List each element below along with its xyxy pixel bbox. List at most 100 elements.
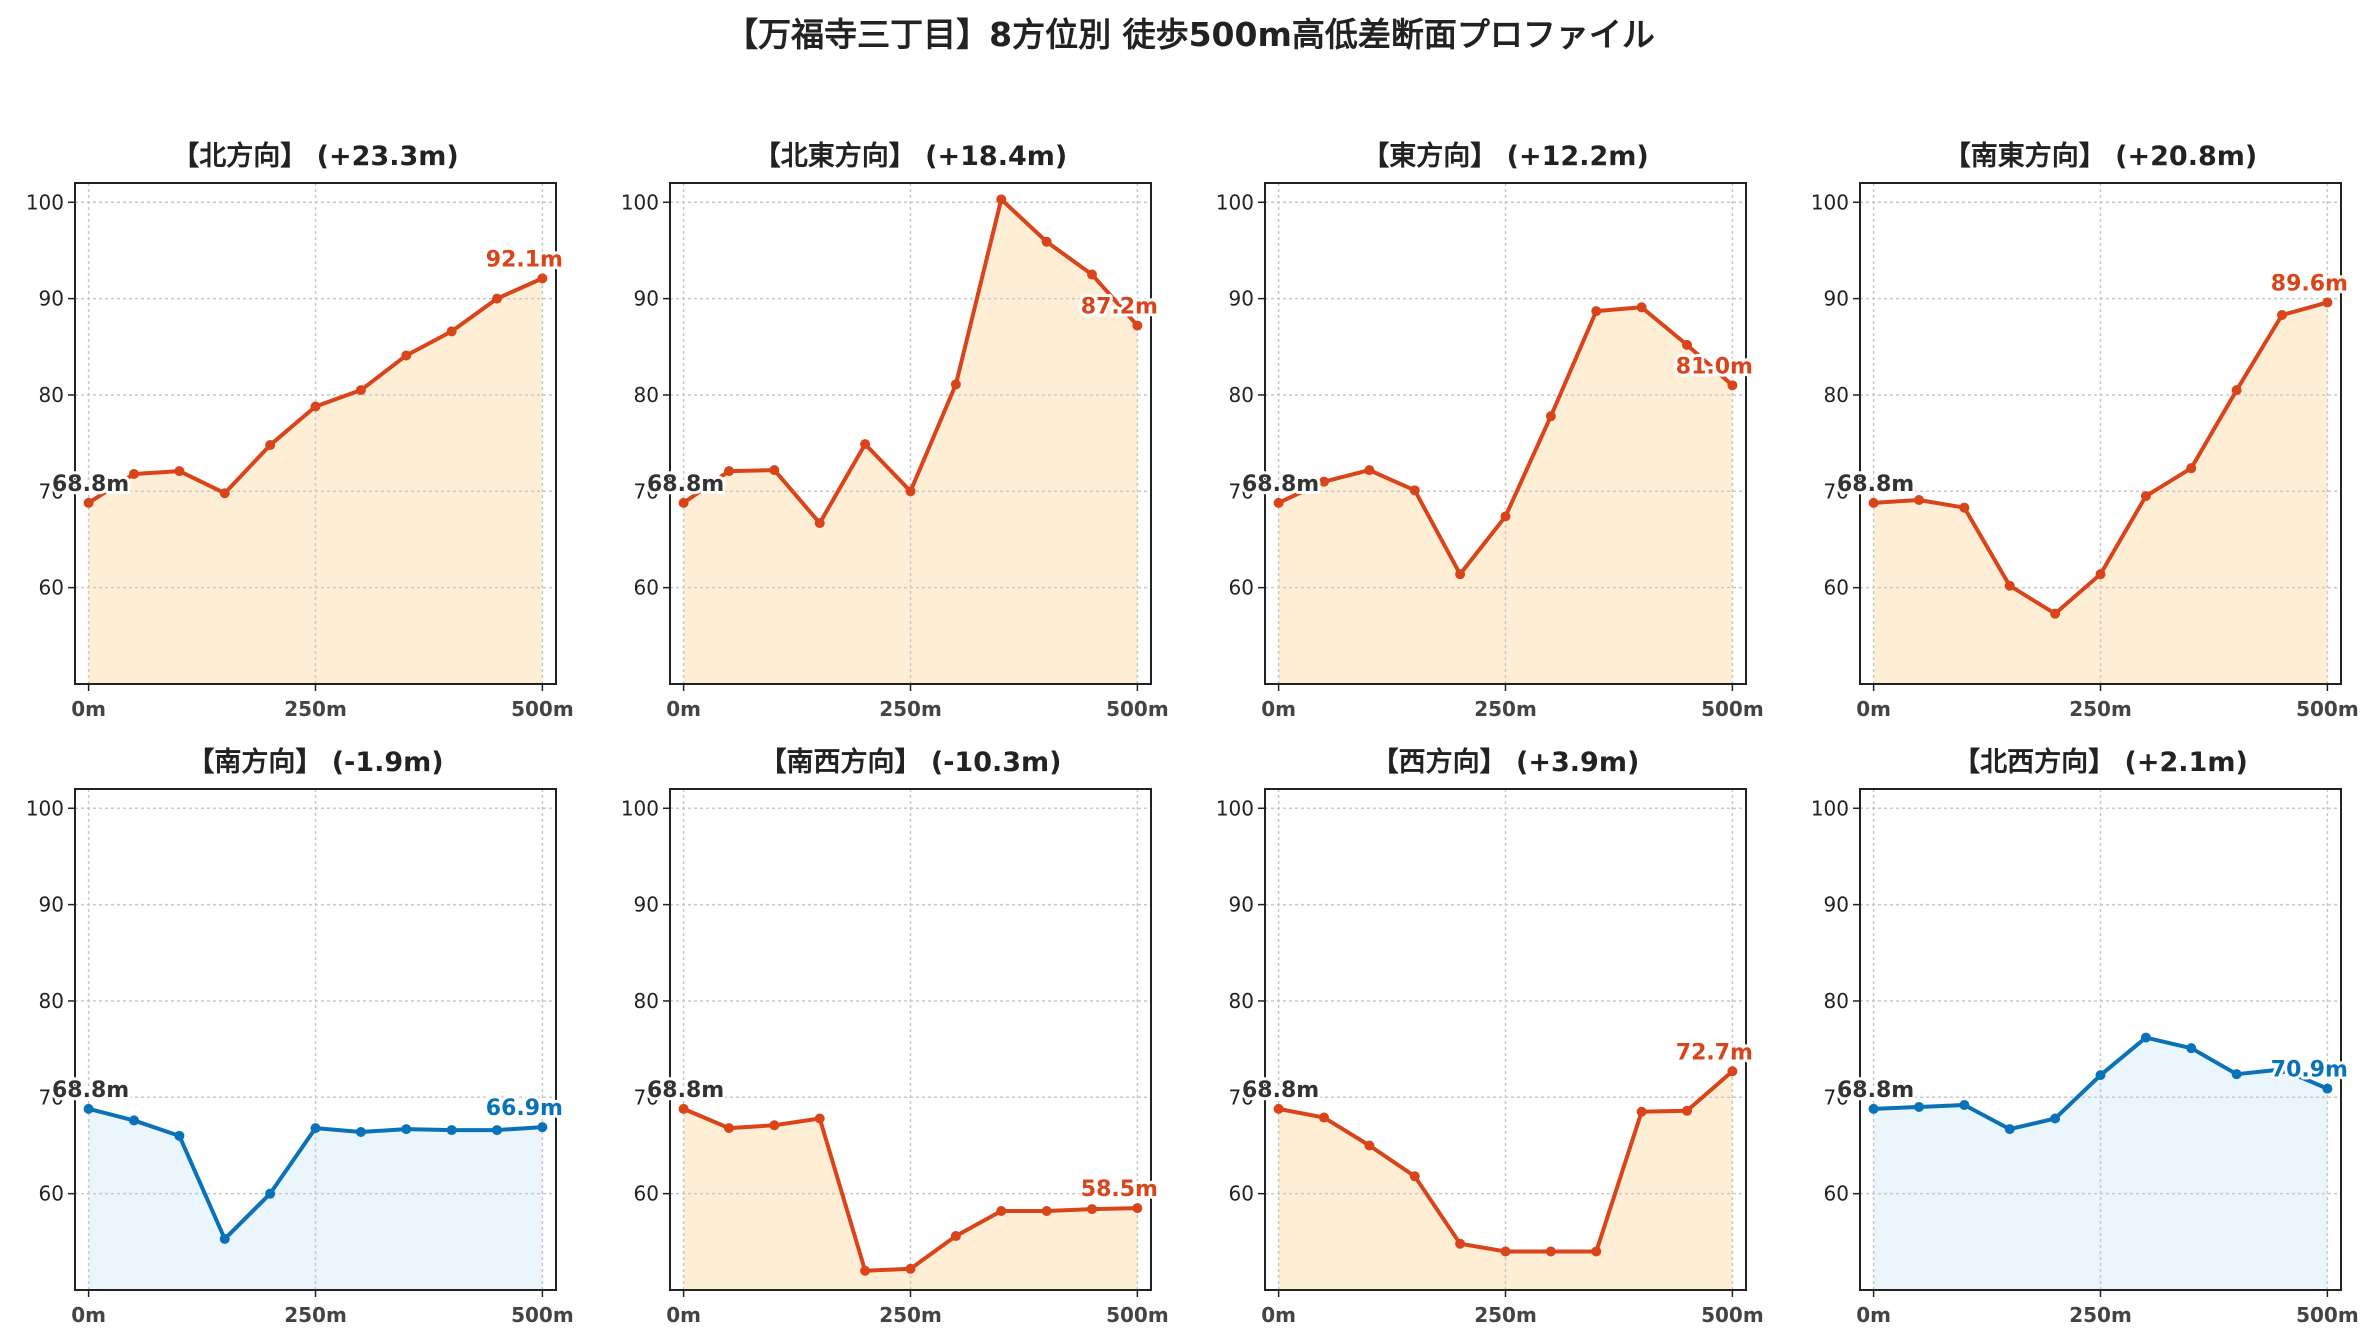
y-tick-label: 100 — [621, 796, 659, 820]
y-tick-label: 70 — [634, 1085, 659, 1109]
y-tick-label: 60 — [634, 576, 659, 600]
y-tick-label: 90 — [1229, 893, 1254, 917]
y-tick-label: 70 — [1229, 1085, 1254, 1109]
data-point — [2186, 463, 2197, 474]
y-tick-label: 70 — [1229, 479, 1254, 503]
data-point — [1455, 569, 1466, 580]
y-tick-label: 80 — [39, 989, 64, 1013]
data-point — [769, 465, 780, 476]
area-fill — [1278, 307, 1733, 684]
data-point — [1868, 497, 1879, 508]
end-elevation-label: 89.6m — [2271, 271, 2348, 296]
data-point — [1682, 1105, 1693, 1116]
data-point — [128, 468, 139, 479]
data-point — [1727, 380, 1738, 391]
area-fill — [683, 1108, 1138, 1290]
data-point — [265, 440, 276, 451]
data-point — [1545, 1246, 1556, 1257]
subplot-title: 【南方向】 (-1.9m) — [187, 746, 443, 778]
x-tick-label: 0m — [1261, 697, 1296, 721]
end-elevation-label: 92.1m — [486, 247, 563, 272]
subplot-2: 【北東方向】 (+18.4m) 60 70 80 90 100 0m 250m 500m 68.8… — [621, 140, 1169, 721]
data-point — [860, 1265, 871, 1276]
data-point — [905, 486, 916, 497]
data-point — [355, 385, 366, 396]
y-tick-label: 90 — [1824, 287, 1849, 311]
data-point — [401, 350, 412, 361]
data-point — [723, 1123, 734, 1134]
data-point — [1318, 1112, 1329, 1123]
y-tick-label: 60 — [39, 576, 64, 600]
data-point — [2004, 580, 2015, 591]
data-point — [1868, 1103, 1879, 1114]
data-point — [83, 497, 94, 508]
y-tick-label: 60 — [634, 1182, 659, 1206]
data-point — [1273, 1103, 1284, 1114]
x-tick-label: 0m — [71, 1303, 106, 1327]
data-point — [310, 1123, 321, 1134]
y-tick-label: 60 — [39, 1182, 64, 1206]
data-point — [2322, 297, 2333, 308]
data-point — [2140, 1032, 2151, 1043]
data-point — [1545, 411, 1556, 422]
data-point — [1273, 497, 1284, 508]
y-tick-label: 60 — [1229, 1182, 1254, 1206]
x-tick-label: 500m — [1106, 1303, 1169, 1327]
y-tick-label: 90 — [39, 893, 64, 917]
data-point — [2322, 1083, 2333, 1094]
subplot-title: 【東方向】 (+12.2m) — [1362, 140, 1648, 172]
end-elevation-label: 70.9m — [2271, 1058, 2348, 1083]
x-tick-label: 250m — [284, 1303, 347, 1327]
data-point — [1087, 269, 1098, 280]
x-tick-label: 0m — [71, 697, 106, 721]
data-point — [860, 439, 871, 450]
area-fill — [683, 199, 1138, 684]
data-point — [174, 466, 185, 477]
data-point — [1913, 1101, 1924, 1112]
x-tick-label: 500m — [2296, 697, 2359, 721]
y-tick-label: 60 — [1229, 576, 1254, 600]
y-tick-label: 70 — [634, 479, 659, 503]
subplot-title: 【北西方向】 (+2.1m) — [1953, 746, 2248, 778]
data-point — [83, 1103, 94, 1114]
y-tick-label: 100 — [26, 190, 64, 214]
data-point — [1591, 306, 1602, 317]
data-point — [2004, 1124, 2015, 1135]
start-elevation-label: 68.8m — [647, 472, 724, 497]
y-tick-label: 60 — [1824, 1182, 1849, 1206]
data-point — [174, 1130, 185, 1141]
x-tick-label: 0m — [1856, 1303, 1891, 1327]
data-point — [219, 488, 230, 499]
data-point — [310, 401, 321, 412]
data-point — [678, 1103, 689, 1114]
data-point — [996, 194, 1007, 205]
x-tick-label: 0m — [666, 1303, 701, 1327]
y-tick-label: 100 — [26, 796, 64, 820]
area-fill — [1278, 1071, 1733, 1290]
y-tick-label: 70 — [39, 1085, 64, 1109]
data-point — [128, 1115, 139, 1126]
figure-title: 【万福寺三丁目】8方位別 徒歩500m高低差断面プロファイル — [725, 15, 1655, 54]
y-tick-label: 100 — [1216, 190, 1254, 214]
y-tick-label: 90 — [39, 287, 64, 311]
data-point — [2050, 608, 2061, 619]
y-tick-label: 70 — [1824, 1085, 1849, 1109]
data-point — [2095, 569, 2106, 580]
x-tick-label: 500m — [511, 697, 574, 721]
data-point — [2050, 1113, 2061, 1124]
data-point — [492, 293, 503, 304]
x-tick-label: 500m — [2296, 1303, 2359, 1327]
y-tick-label: 80 — [39, 383, 64, 407]
subplot-title: 【北方向】 (+23.3m) — [172, 140, 458, 172]
subplot-title: 【南西方向】 (-10.3m) — [759, 746, 1061, 778]
data-point — [1087, 1204, 1098, 1215]
start-elevation-label: 68.8m — [647, 1078, 724, 1103]
start-elevation-label: 68.8m — [1242, 1078, 1319, 1103]
y-tick-label: 80 — [634, 989, 659, 1013]
x-tick-label: 250m — [879, 697, 942, 721]
data-point — [950, 379, 961, 390]
data-point — [1959, 502, 1970, 513]
x-tick-label: 500m — [1701, 1303, 1764, 1327]
y-tick-label: 90 — [634, 287, 659, 311]
data-point — [1455, 1238, 1466, 1249]
